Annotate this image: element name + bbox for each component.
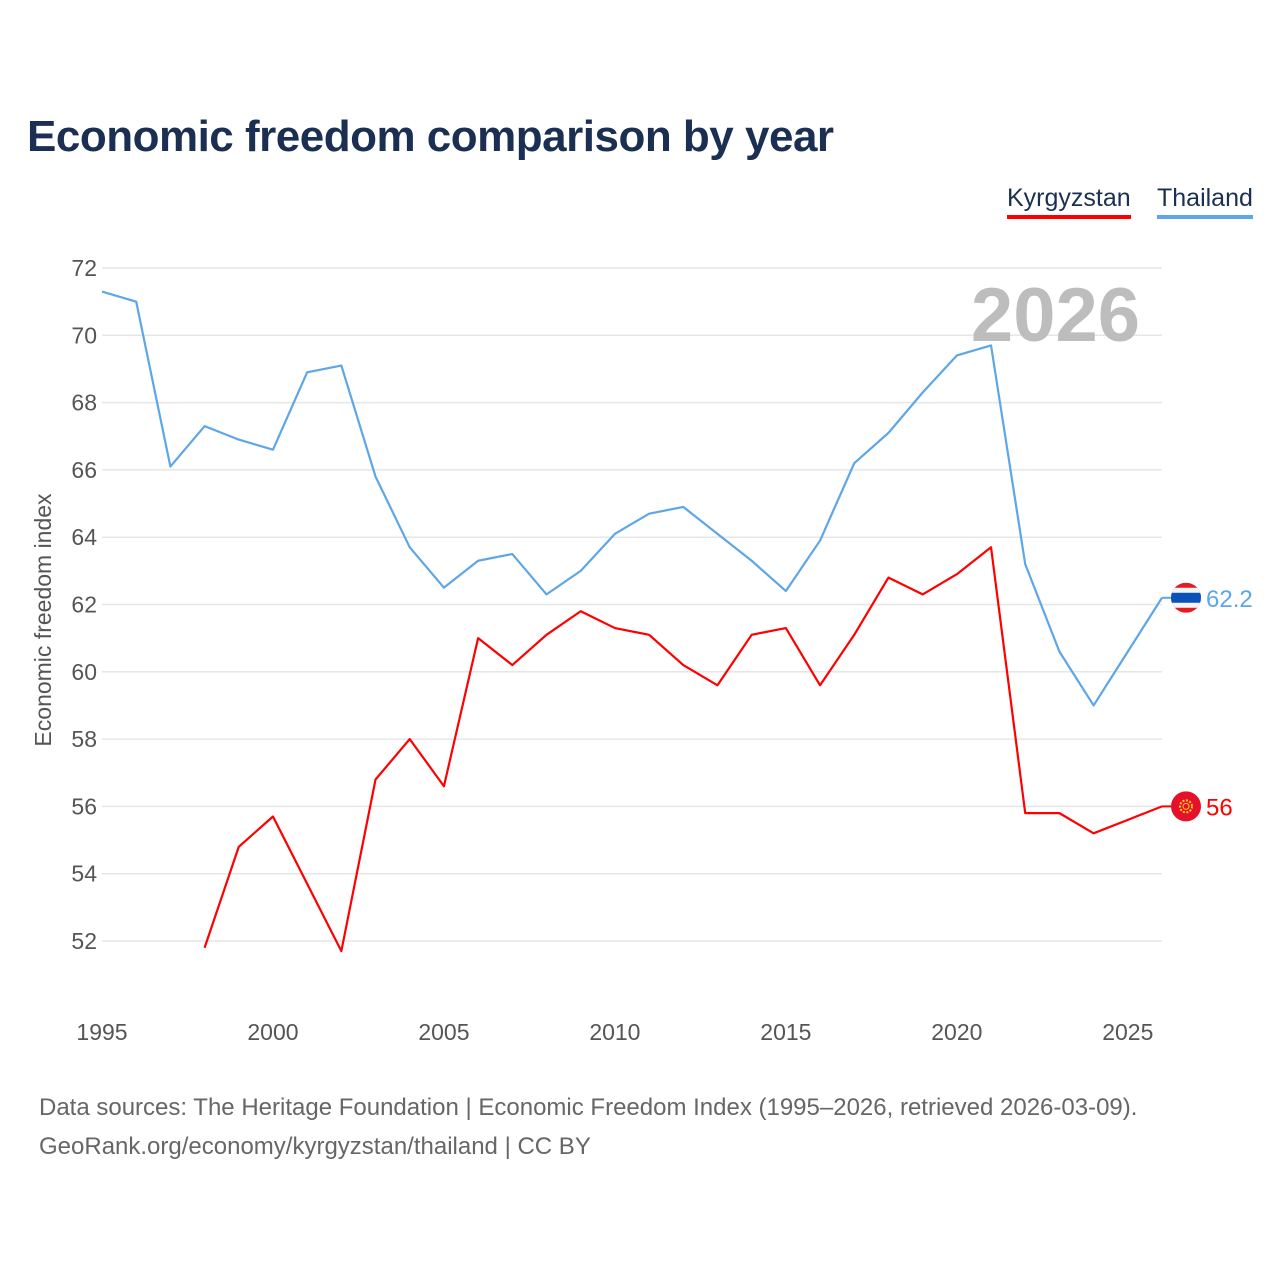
- flag-sun: [1179, 799, 1193, 814]
- y-tick-label: 70: [71, 322, 97, 348]
- source-note: Data sources: The Heritage Foundation | …: [39, 1094, 1138, 1121]
- y-axis-label: Economic freedom index: [30, 493, 56, 747]
- y-tick-label: 62: [71, 592, 97, 618]
- series-line-thailand: [101, 290, 1163, 707]
- x-tick-label: 2010: [589, 1019, 640, 1045]
- kyrgyzstan-flag-icon: [1171, 791, 1201, 822]
- series-line-kyrgyzstan: [203, 546, 1163, 953]
- y-tick-label: 72: [71, 255, 97, 281]
- x-tick-label: 2025: [1102, 1019, 1153, 1045]
- thailand-flag-icon: [1171, 582, 1201, 613]
- y-tick-label: 52: [71, 928, 97, 954]
- y-tick-label: 54: [71, 861, 97, 887]
- y-tick-label: 66: [71, 457, 97, 483]
- footer: Data sources: The Heritage Foundation | …: [39, 1088, 1137, 1166]
- y-tick-label: 64: [71, 524, 97, 550]
- stripe-blue: [1171, 592, 1201, 603]
- legend-thailand[interactable]: Thailand: [1157, 184, 1253, 219]
- attribution[interactable]: GeoRank.org/economy/kyrgyzstan/thailand …: [39, 1133, 591, 1160]
- chart-title: Economic freedom comparison by year: [27, 112, 834, 161]
- y-tick-label: 60: [71, 659, 97, 685]
- x-tick-label: 2015: [760, 1019, 811, 1045]
- y-tick-label: 56: [71, 793, 97, 819]
- x-tick-label: 1995: [76, 1019, 127, 1045]
- end-value-label: 56: [1206, 794, 1233, 821]
- x-tick-label: 2000: [247, 1019, 298, 1045]
- y-tick-label: 58: [71, 726, 97, 752]
- flag-field: [1171, 791, 1201, 822]
- legend-kyrgyzstan[interactable]: Kyrgyzstan: [1007, 184, 1131, 219]
- flag-stripes: [1171, 582, 1201, 613]
- x-tick-label: 2005: [418, 1019, 469, 1045]
- year-watermark: 2026: [971, 273, 1140, 358]
- flag-sun-center: [1182, 802, 1190, 810]
- x-tick-label: 2020: [931, 1019, 982, 1045]
- y-tick-label: 68: [71, 390, 97, 416]
- end-value-label: 62.2: [1206, 586, 1253, 613]
